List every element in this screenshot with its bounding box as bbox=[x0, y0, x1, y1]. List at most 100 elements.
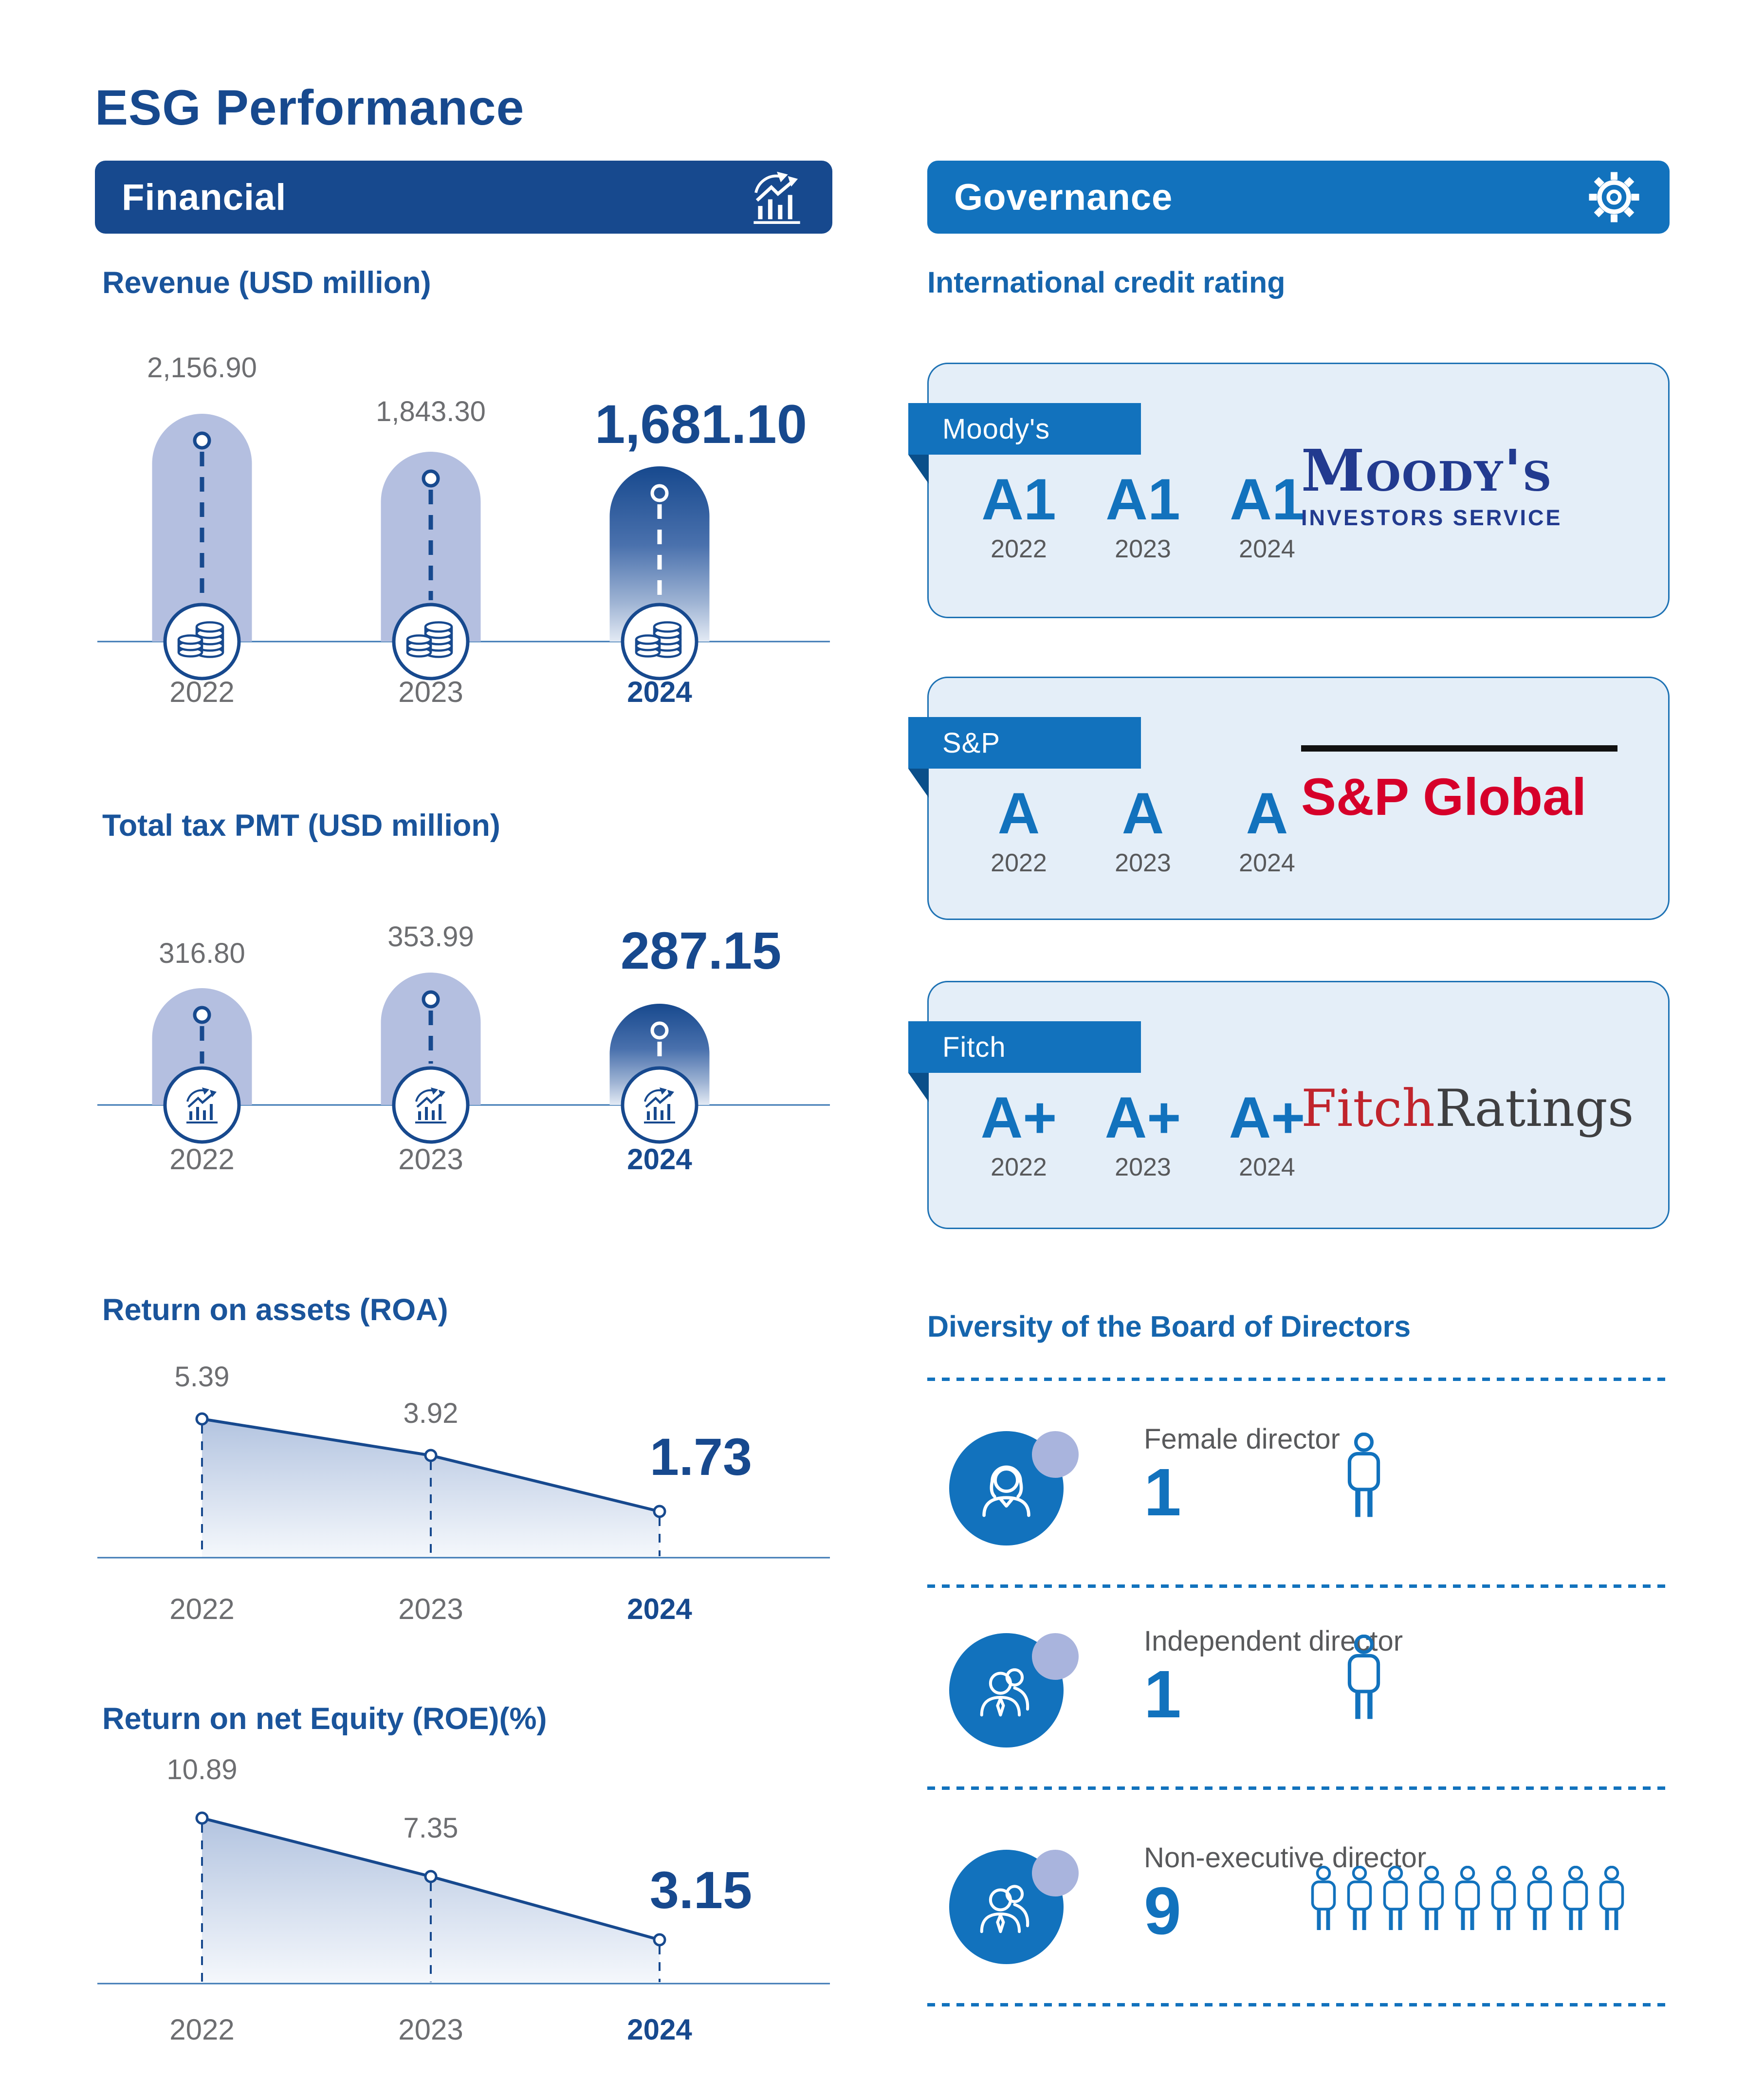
rating-item: A1 2022 bbox=[977, 470, 1060, 564]
person-pictograms bbox=[1343, 1433, 1384, 1522]
director-row-independent: Independent director 1 bbox=[927, 1621, 1670, 1762]
rating-item: A 2022 bbox=[977, 784, 1060, 878]
rating-item: A+ 2023 bbox=[1102, 1088, 1184, 1182]
fitch-ratings-logo: FitchRatings bbox=[1301, 1079, 1634, 1138]
person-icon bbox=[1347, 1866, 1372, 1930]
svg-text:2024: 2024 bbox=[627, 1593, 692, 1625]
director-label: Female director bbox=[1144, 1423, 1340, 1455]
person-icon bbox=[1599, 1866, 1624, 1930]
svg-text:287.15: 287.15 bbox=[621, 921, 781, 980]
agency-tab-sp: S&P bbox=[908, 717, 1141, 769]
dashed-divider bbox=[927, 1786, 1670, 1790]
diversity-title: Diversity of the Board of Directors bbox=[927, 1310, 1411, 1343]
roe-chart-title: Return on net Equity (ROE)(%) bbox=[102, 1702, 547, 1736]
svg-text:2024: 2024 bbox=[627, 1143, 692, 1176]
director-count: 9 bbox=[1144, 1874, 1181, 1949]
svg-text:10.89: 10.89 bbox=[166, 1754, 237, 1785]
rating-grade: A1 bbox=[1230, 467, 1305, 532]
rating-year: 2024 bbox=[1239, 849, 1295, 877]
svg-text:2024: 2024 bbox=[627, 676, 692, 708]
rating-item: A1 2023 bbox=[1102, 470, 1184, 564]
svg-text:316.80: 316.80 bbox=[159, 938, 245, 969]
person-icon bbox=[1491, 1866, 1516, 1930]
svg-text:2024: 2024 bbox=[627, 2013, 692, 2046]
rating-grade: A bbox=[1121, 781, 1164, 846]
gear-icon bbox=[1589, 172, 1639, 222]
rating-item: A+ 2022 bbox=[977, 1088, 1060, 1182]
agency-name: S&P bbox=[942, 727, 1001, 759]
person-icon bbox=[1563, 1866, 1588, 1930]
sp-logo-bar bbox=[1301, 745, 1617, 752]
rating-year: 2023 bbox=[1115, 535, 1171, 563]
business-people-icon bbox=[949, 1633, 1079, 1748]
dashed-divider bbox=[927, 2003, 1670, 2006]
rating-grade: A+ bbox=[980, 1085, 1057, 1150]
rating-grade: A+ bbox=[1229, 1085, 1305, 1150]
sp-global-logo: S&P Global bbox=[1301, 745, 1617, 827]
svg-text:2,156.90: 2,156.90 bbox=[147, 352, 257, 384]
avatar-badge bbox=[1032, 1431, 1079, 1478]
ribbon-fold bbox=[908, 769, 929, 798]
roa-chart-title: Return on assets (ROA) bbox=[102, 1293, 448, 1327]
agency-tab-moodys: Moody's bbox=[908, 403, 1141, 455]
roa-chart: 5.39 2022 3.92 2023 1.73 2024 bbox=[97, 1361, 830, 1625]
sp-logo-wordmark: S&P Global bbox=[1301, 767, 1587, 826]
rating-grade: A bbox=[1246, 781, 1288, 846]
svg-text:3.15: 3.15 bbox=[650, 1860, 752, 1919]
financial-header-label: Financial bbox=[122, 176, 287, 218]
agency-name: Fitch bbox=[942, 1031, 1006, 1063]
moodys-logo: Moody's INVESTORS SERVICE bbox=[1301, 442, 1562, 531]
trend-chart-icon bbox=[753, 171, 800, 224]
roe-chart: 10.89 2022 7.35 2023 3.15 2024 bbox=[97, 1754, 830, 2046]
agency-tab-fitch: Fitch bbox=[908, 1021, 1141, 1073]
rating-year: 2024 bbox=[1239, 1153, 1295, 1181]
svg-text:2023: 2023 bbox=[398, 2013, 463, 2046]
agency-name: Moody's bbox=[942, 413, 1050, 445]
svg-text:3.92: 3.92 bbox=[404, 1398, 459, 1429]
ratings-row: A+ 2022 A+ 2023 A+ 2024 bbox=[977, 1088, 1308, 1182]
rating-card-moodys: Moody's A1 2022 A1 2023 A1 2024 Moody's … bbox=[908, 363, 1670, 618]
rating-year: 2022 bbox=[991, 1153, 1047, 1181]
rating-card-sp: S&P A 2022 A 2023 A 2024 S&P Global bbox=[908, 677, 1670, 920]
person-pictograms bbox=[1308, 1866, 1627, 1934]
fitch-logo-part2: Ratings bbox=[1435, 1079, 1634, 1138]
svg-text:1,843.30: 1,843.30 bbox=[376, 396, 486, 427]
business-people-icon bbox=[949, 1850, 1079, 1964]
director-count: 1 bbox=[1144, 1455, 1181, 1530]
ratings-row: A1 2022 A1 2023 A1 2024 bbox=[977, 470, 1308, 564]
rating-year: 2022 bbox=[991, 849, 1047, 877]
svg-text:2022: 2022 bbox=[169, 2013, 234, 2046]
rating-year: 2023 bbox=[1115, 849, 1171, 877]
tax-chart-title: Total tax PMT (USD million) bbox=[102, 809, 500, 843]
person-icon bbox=[1347, 1433, 1380, 1517]
svg-text:1,681.10: 1,681.10 bbox=[595, 394, 807, 455]
svg-text:2023: 2023 bbox=[398, 1143, 463, 1176]
page-title: ESG Performance bbox=[95, 80, 525, 136]
svg-text:5.39: 5.39 bbox=[175, 1361, 230, 1393]
rating-year: 2024 bbox=[1239, 535, 1295, 563]
avatar-badge bbox=[1032, 1633, 1079, 1680]
credit-rating-title: International credit rating bbox=[927, 266, 1286, 299]
ribbon-fold bbox=[908, 455, 929, 484]
ribbon-fold bbox=[908, 1073, 929, 1102]
svg-text:2022: 2022 bbox=[169, 676, 234, 708]
avatar-badge bbox=[1032, 1850, 1079, 1896]
rating-grade: A1 bbox=[981, 467, 1056, 532]
female-director-icon bbox=[949, 1431, 1079, 1545]
director-count: 1 bbox=[1144, 1657, 1181, 1732]
governance-section-header: Governance bbox=[927, 161, 1670, 234]
dashed-divider bbox=[927, 1584, 1670, 1588]
svg-text:7.35: 7.35 bbox=[404, 1812, 459, 1844]
person-icon bbox=[1455, 1866, 1480, 1930]
rating-card-fitch: Fitch A+ 2022 A+ 2023 A+ 2024 FitchRatin… bbox=[908, 981, 1670, 1229]
person-pictograms bbox=[1343, 1635, 1384, 1724]
director-row-female: Female director 1 bbox=[927, 1419, 1670, 1560]
tax-chart: 316.80 2022 353.99 2023 287.15 2024 bbox=[97, 921, 830, 1176]
director-label: Non-executive director bbox=[1144, 1842, 1427, 1874]
rating-grade: A+ bbox=[1104, 1085, 1181, 1150]
rating-grade: A1 bbox=[1105, 467, 1180, 532]
rating-year: 2023 bbox=[1115, 1153, 1171, 1181]
svg-text:353.99: 353.99 bbox=[387, 921, 474, 953]
person-icon bbox=[1419, 1866, 1444, 1930]
